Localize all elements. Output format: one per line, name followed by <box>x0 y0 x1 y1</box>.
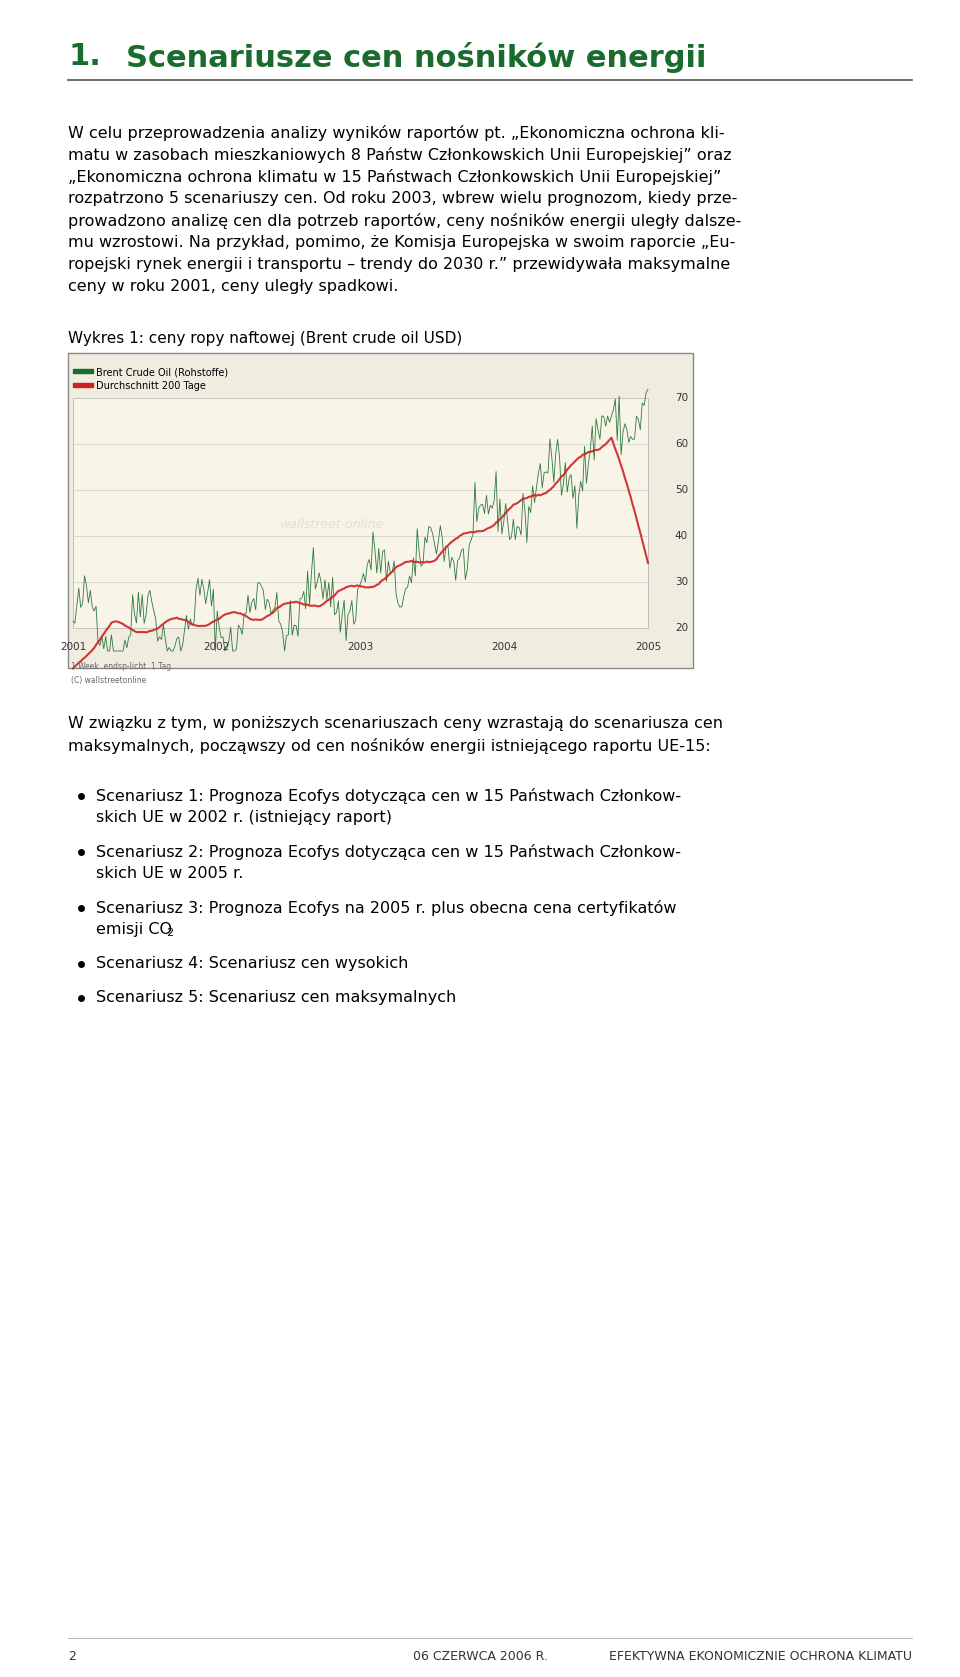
Bar <box>73 382 93 387</box>
Text: maksymalnych, począwszy od cen nośników energii istniejącego raportu UE-15:: maksymalnych, począwszy od cen nośników … <box>68 738 710 755</box>
Text: W celu przeprowadzenia analizy wyników raportów pt. „Ekonomiczna ochrona kli-: W celu przeprowadzenia analizy wyników r… <box>68 126 725 141</box>
Text: prowadzono analizę cen dla potrzeb raportów, ceny nośników energii uległy dalsze: prowadzono analizę cen dla potrzeb rapor… <box>68 213 741 230</box>
Text: Scenariusze cen nośników energii: Scenariusze cen nośników energii <box>126 42 707 74</box>
Text: 20: 20 <box>675 622 688 632</box>
Text: 30: 30 <box>675 577 688 587</box>
Text: 2004: 2004 <box>492 642 517 652</box>
Text: Scenariusz 5: Scenariusz cen maksymalnych: Scenariusz 5: Scenariusz cen maksymalnyc… <box>96 989 456 1005</box>
Text: emisji CO: emisji CO <box>96 922 172 937</box>
Text: 50: 50 <box>675 485 688 495</box>
Text: 06 CZERWCA 2006 R.: 06 CZERWCA 2006 R. <box>413 1650 547 1664</box>
Text: Scenariusz 1: Prognoza Ecofys dotycząca cen w 15 Państwach Członkow-: Scenariusz 1: Prognoza Ecofys dotycząca … <box>96 788 682 803</box>
Text: Durchschnitt 200 Tage: Durchschnitt 200 Tage <box>96 381 205 391</box>
Text: „Ekonomiczna ochrona klimatu w 15 Państwach Członkowskich Unii Europejskiej”: „Ekonomiczna ochrona klimatu w 15 Państw… <box>68 169 721 184</box>
Bar <box>73 397 648 627</box>
Text: 1 Week  endsp-licht  1 Tag: 1 Week endsp-licht 1 Tag <box>71 662 171 671</box>
Text: ropejski rynek energii i transportu – trendy do 2030 r.” przewidywała maksymalne: ropejski rynek energii i transportu – tr… <box>68 257 731 272</box>
Bar <box>73 369 93 372</box>
Text: Brent Crude Oil (Rohstoffe): Brent Crude Oil (Rohstoffe) <box>96 367 228 377</box>
Text: W związku z tym, w poniższych scenariuszach ceny wzrastają do scenariusza cen: W związku z tym, w poniższych scenariusz… <box>68 716 723 731</box>
Text: ceny w roku 2001, ceny uległy spadkowi.: ceny w roku 2001, ceny uległy spadkowi. <box>68 278 398 293</box>
Bar <box>68 352 693 667</box>
Text: 2005: 2005 <box>635 642 661 652</box>
Text: 2: 2 <box>68 1650 76 1664</box>
Text: Wykres 1: ceny ropy naftowej (Brent crude oil USD): Wykres 1: ceny ropy naftowej (Brent crud… <box>68 330 463 345</box>
Text: rozpatrzono 5 scenariuszy cen. Od roku 2003, wbrew wielu prognozom, kiedy prze-: rozpatrzono 5 scenariuszy cen. Od roku 2… <box>68 191 737 206</box>
Text: 2003: 2003 <box>348 642 373 652</box>
Text: 60: 60 <box>675 439 688 449</box>
Text: mu wzrostowi. Na przykład, pomimo, że Komisja Europejska w swoim raporcie „Eu-: mu wzrostowi. Na przykład, pomimo, że Ko… <box>68 235 735 250</box>
Text: matu w zasobach mieszkaniowych 8 Państw Członkowskich Unii Europejskiej” oraz: matu w zasobach mieszkaniowych 8 Państw … <box>68 148 732 163</box>
Text: 40: 40 <box>675 532 688 542</box>
Text: 70: 70 <box>675 392 688 402</box>
Text: Scenariusz 4: Scenariusz cen wysokich: Scenariusz 4: Scenariusz cen wysokich <box>96 956 408 971</box>
Text: Scenariusz 2: Prognoza Ecofys dotycząca cen w 15 Państwach Członkow-: Scenariusz 2: Prognoza Ecofys dotycząca … <box>96 844 681 860</box>
Text: 2: 2 <box>166 927 173 937</box>
Text: skich UE w 2002 r. (istniejący raport): skich UE w 2002 r. (istniejący raport) <box>96 810 392 825</box>
Text: skich UE w 2005 r.: skich UE w 2005 r. <box>96 865 244 880</box>
Text: 1.: 1. <box>68 42 101 70</box>
Text: wallstreet-online: wallstreet-online <box>279 518 384 532</box>
Text: EFEKTYWNA EKONOMICZNIE OCHRONA KLIMATU: EFEKTYWNA EKONOMICZNIE OCHRONA KLIMATU <box>609 1650 912 1664</box>
Text: Scenariusz 3: Prognoza Ecofys na 2005 r. plus obecna cena certyfikatów: Scenariusz 3: Prognoza Ecofys na 2005 r.… <box>96 901 677 916</box>
Text: (C) wallstreetonline: (C) wallstreetonline <box>71 676 146 684</box>
Text: 2002: 2002 <box>204 642 229 652</box>
Text: 2001: 2001 <box>60 642 86 652</box>
